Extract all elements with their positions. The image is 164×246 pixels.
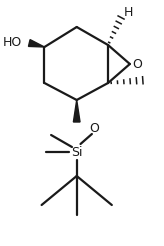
- Text: O: O: [133, 58, 142, 71]
- Text: H: H: [123, 5, 133, 18]
- Text: O: O: [89, 122, 99, 135]
- Text: HO: HO: [2, 35, 22, 48]
- Polygon shape: [29, 40, 44, 47]
- Polygon shape: [73, 100, 80, 122]
- Text: Si: Si: [71, 145, 82, 158]
